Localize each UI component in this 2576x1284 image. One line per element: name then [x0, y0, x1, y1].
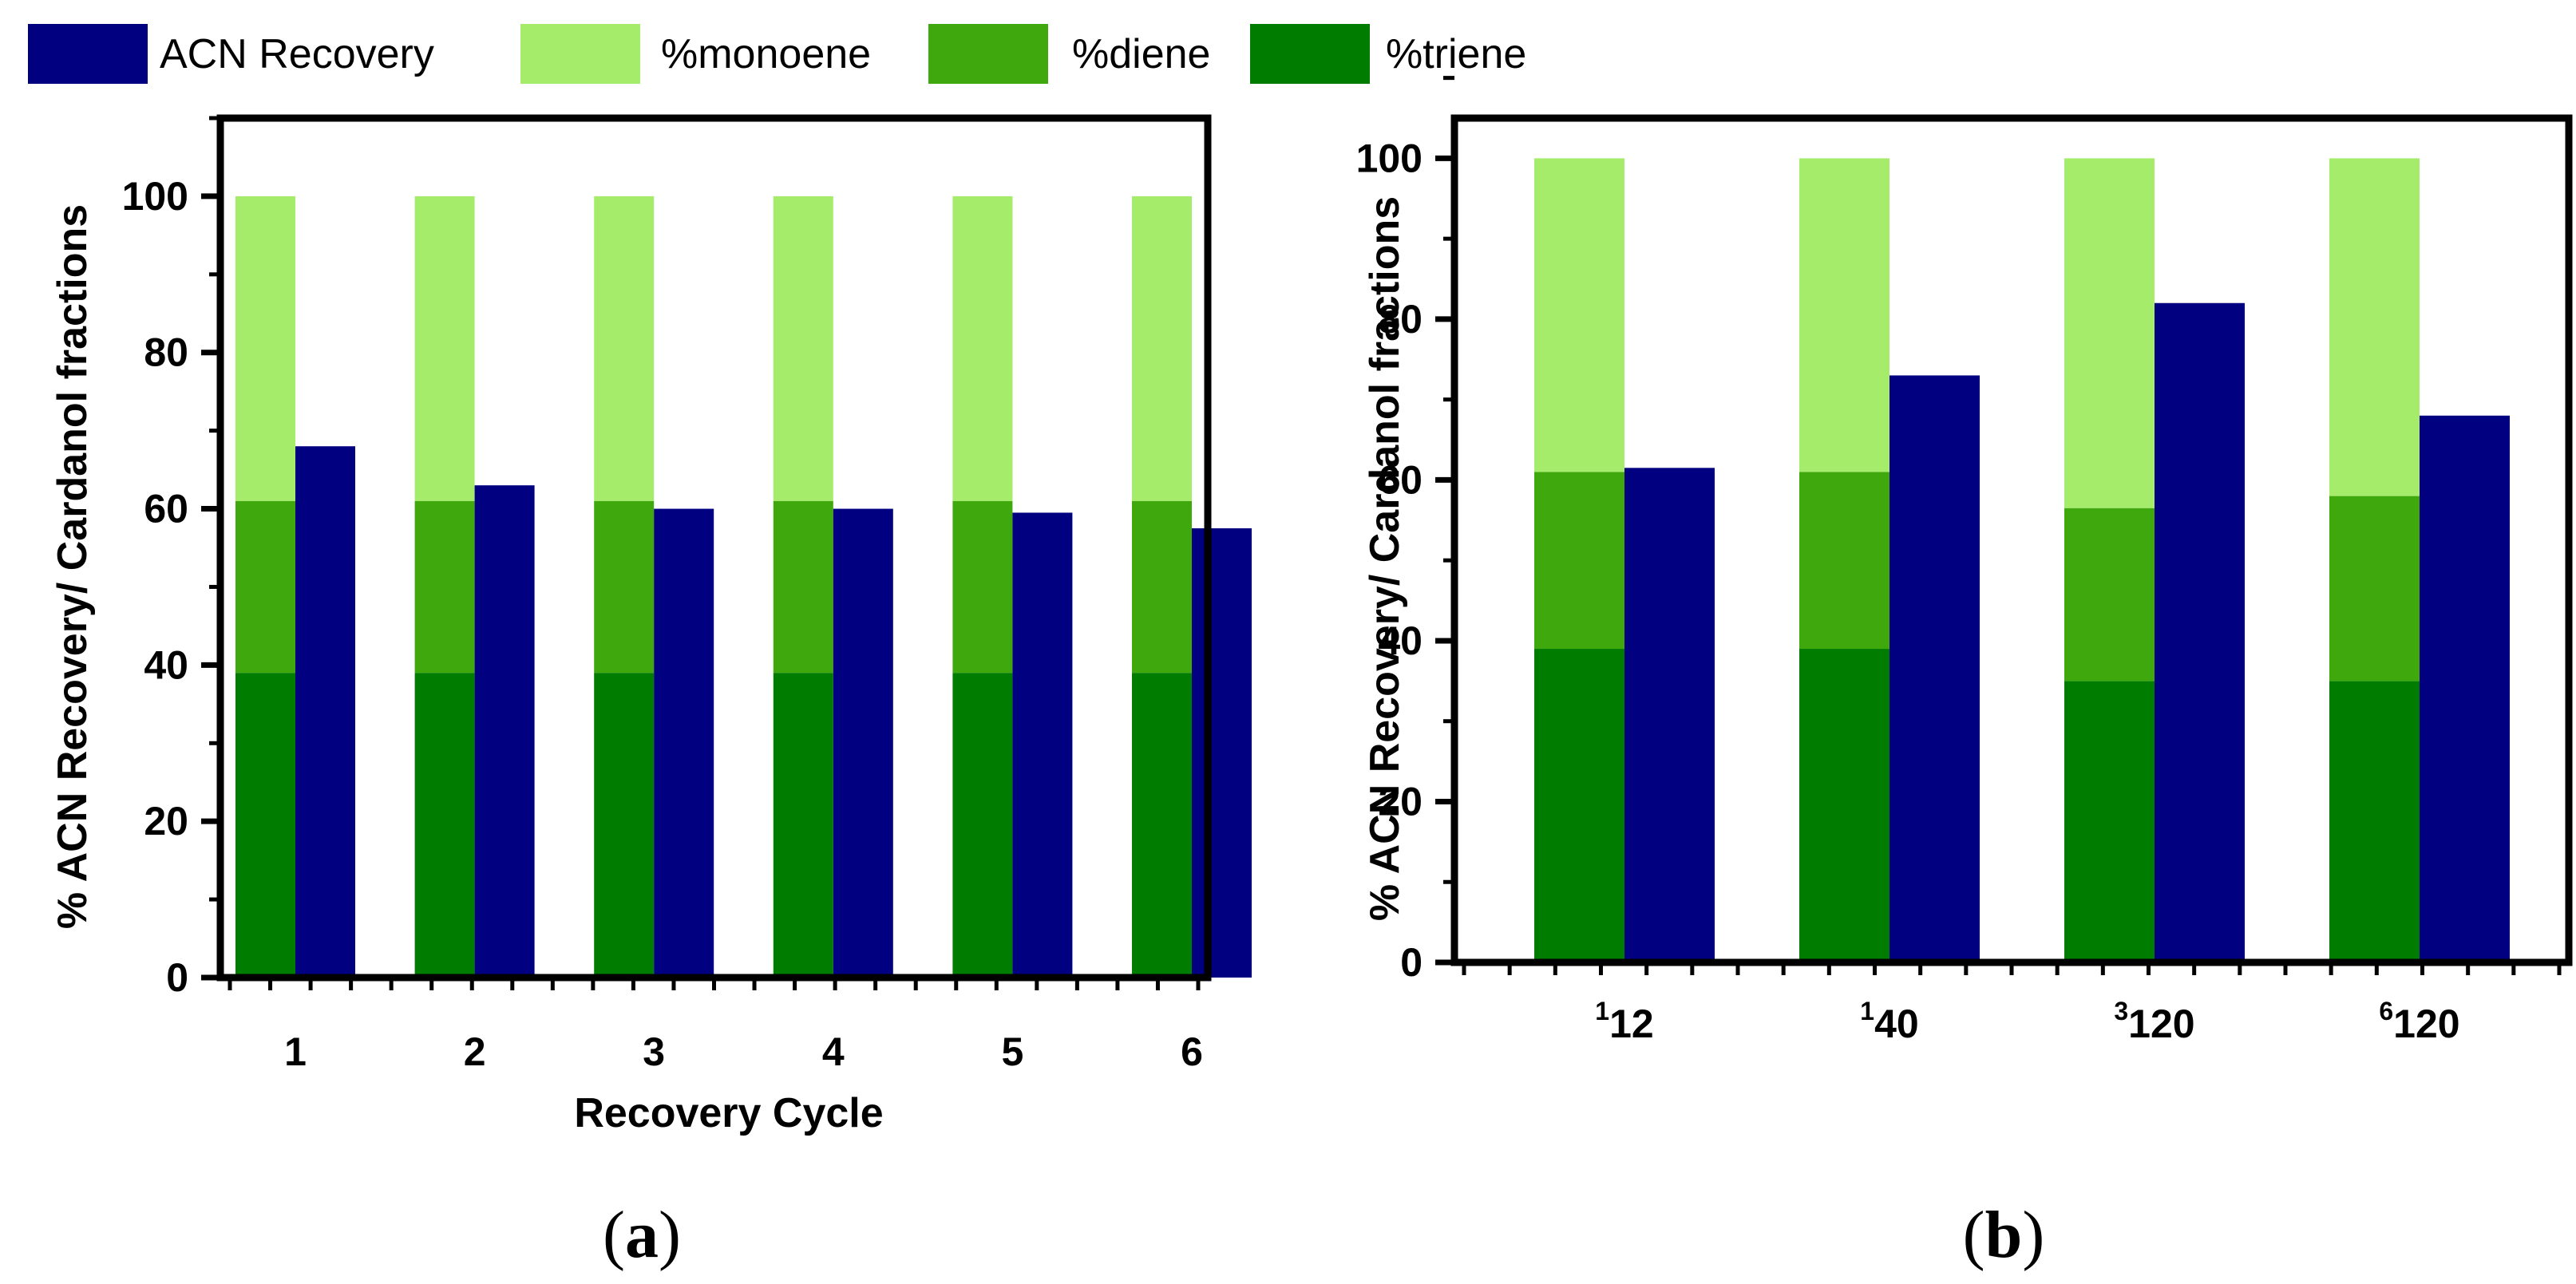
y-tick-label: 80 — [1378, 297, 1423, 342]
legend-swatch-acn — [28, 24, 148, 84]
bar-diene-3 — [2064, 508, 2155, 682]
y-tick-label: 60 — [144, 487, 188, 531]
legend-label-monoene: %monoene — [661, 31, 871, 77]
bar-diene-1 — [1534, 472, 1624, 650]
bar-acn-recovery-5 — [1012, 512, 1073, 978]
bar-diene-4 — [2329, 496, 2420, 682]
y-tick-label: 100 — [1356, 136, 1423, 180]
bar-triene-2 — [1799, 649, 1889, 962]
legend-swatch-monoene — [520, 24, 640, 84]
x-tick-label: 5 — [1001, 1029, 1023, 1074]
chart-a-y-axis: 0 20 40 60 80 100 — [122, 116, 220, 1000]
bar-triene-3 — [594, 673, 655, 978]
legend-label-triene: %triene — [1386, 31, 1526, 77]
x-tick-label: 6 — [1181, 1029, 1203, 1074]
bar-triene-1 — [235, 673, 295, 978]
x-tick-label: 112 — [1595, 997, 1653, 1046]
x-tick-label: 6120 — [2379, 997, 2459, 1046]
bar-monoene-1 — [1534, 158, 1624, 472]
bar-triene-6 — [1132, 673, 1192, 978]
bar-monoene-2 — [414, 196, 475, 501]
bar-triene-2 — [414, 673, 475, 978]
bar-diene-1 — [235, 500, 295, 674]
chart-b-y-axis-title: % ACN Recovery/ Cardanol fractions — [1362, 196, 1408, 921]
chart-b-panel-label: (b) — [1963, 1198, 2045, 1272]
chart-b-bars — [1534, 158, 2510, 962]
y-tick-label: 0 — [166, 955, 188, 1000]
bar-acn-recovery-3 — [2155, 302, 2245, 962]
bar-acn-recovery-2 — [1889, 375, 1980, 962]
bar-monoene-6 — [1132, 196, 1192, 501]
chart-b-frame — [1450, 114, 2573, 966]
bar-acn-recovery-4 — [2420, 415, 2510, 962]
legend: ACN Recovery %monoene %diene %triene — [28, 24, 1526, 84]
bar-acn-recovery-3 — [654, 508, 714, 978]
y-tick-label: 20 — [144, 799, 188, 843]
bar-diene-2 — [1799, 472, 1889, 650]
chart-panel-a: 0 20 40 60 80 100 1 2 3 4 5 6 % ACN Recovery/ Card… — [49, 114, 1252, 1272]
bar-monoene-2 — [1799, 158, 1889, 472]
y-tick-label: 20 — [1378, 779, 1423, 824]
y-tick-label: 60 — [1378, 457, 1423, 502]
chart-a-y-axis-title: % ACN Recovery/ Cardanol fractions — [49, 204, 96, 929]
y-tick-label: 40 — [1378, 618, 1423, 663]
chart-b-y-axis: 0 20 40 60 80 100 — [1356, 76, 1454, 985]
chart-a-bars — [235, 196, 1252, 978]
x-tick-label: 2 — [464, 1029, 486, 1074]
chart-a-frame — [216, 114, 1212, 982]
bar-diene-5 — [952, 500, 1013, 674]
x-tick-label: 140 — [1860, 997, 1918, 1046]
chart-a-x-axis-title: Recovery Cycle — [574, 1090, 883, 1136]
chart-a-panel-label: (a) — [603, 1198, 681, 1272]
bar-monoene-3 — [2064, 158, 2155, 508]
x-tick-label: 1 — [284, 1029, 307, 1074]
chart-panel-b: 0 20 40 60 80 100 112 140 3120 6120 % ACN Recove… — [1356, 76, 2573, 1272]
bar-triene-3 — [2064, 681, 2155, 962]
y-tick-label: 100 — [122, 174, 188, 219]
bar-diene-3 — [594, 500, 655, 674]
bar-acn-recovery-1 — [295, 446, 355, 978]
x-tick-label: 3120 — [2114, 997, 2194, 1046]
bar-acn-recovery-6 — [1192, 528, 1252, 978]
legend-label-acn: ACN Recovery — [160, 31, 434, 77]
bar-monoene-1 — [235, 196, 295, 501]
y-tick-label: 80 — [144, 330, 188, 375]
bar-acn-recovery-4 — [833, 508, 893, 978]
legend-swatch-triene — [1250, 24, 1370, 84]
bar-acn-recovery-1 — [1624, 468, 1715, 962]
legend-swatch-diene — [928, 24, 1048, 84]
y-tick-label: 40 — [144, 642, 188, 687]
legend-label-diene: %diene — [1072, 31, 1210, 77]
bar-triene-5 — [952, 673, 1013, 978]
bar-monoene-4 — [773, 196, 833, 501]
x-tick-label: 3 — [643, 1029, 665, 1074]
bar-acn-recovery-2 — [474, 485, 535, 978]
bar-monoene-5 — [952, 196, 1013, 501]
chart-b-x-axis: 112 140 3120 6120 — [1462, 962, 2562, 1046]
bar-diene-2 — [414, 500, 475, 674]
bar-monoene-3 — [594, 196, 655, 501]
bar-triene-4 — [2329, 681, 2420, 962]
bar-triene-4 — [773, 673, 833, 978]
bar-monoene-4 — [2329, 158, 2420, 496]
y-tick-label: 0 — [1400, 940, 1423, 985]
bar-diene-6 — [1132, 500, 1192, 674]
x-tick-label: 4 — [822, 1029, 845, 1074]
bar-diene-4 — [773, 500, 833, 674]
bar-triene-1 — [1534, 649, 1624, 962]
chart-a-x-axis: 1 2 3 4 5 6 — [228, 978, 1203, 1074]
